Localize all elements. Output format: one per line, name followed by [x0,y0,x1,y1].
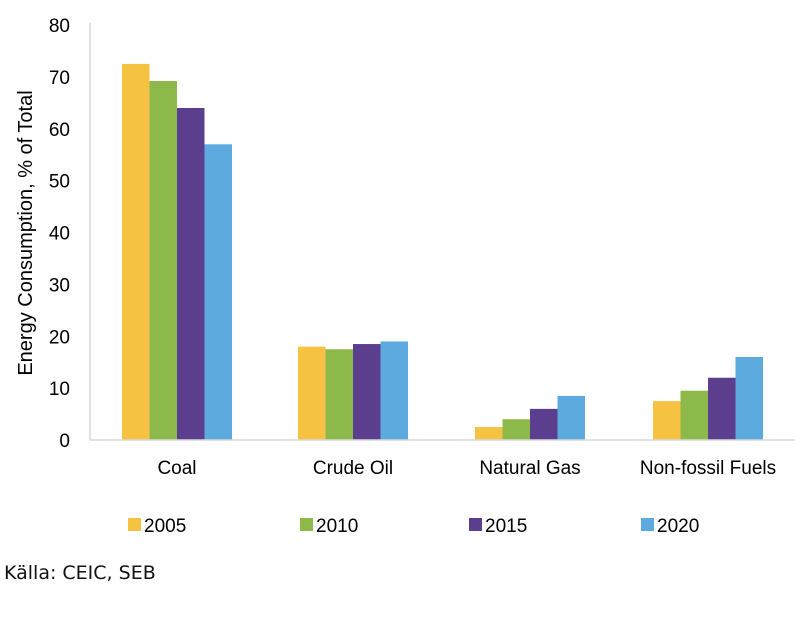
bar [380,341,408,440]
legend-label: 2010 [316,516,358,537]
legend-label: 2015 [485,516,527,537]
bar [177,108,205,440]
bar [353,344,381,440]
bar [653,401,681,440]
bars [122,63,763,441]
x-tick-label: Coal [157,458,196,479]
bar [680,390,708,440]
x-tick-label: Natural Gas [479,458,580,479]
legend-swatch [128,518,141,531]
legend: 2005 2010 2015 2020 [128,516,699,537]
bar [298,346,326,440]
y-tick-label: 20 [49,327,70,348]
x-tick-label: Crude Oil [313,458,393,479]
bar [502,419,530,440]
y-axis-label: Energy Consumption, % of Total [15,90,37,375]
legend-swatch [469,518,482,531]
y-tick-label: 10 [49,379,70,400]
y-tick-label: 0 [59,431,70,452]
legend-label: 2020 [657,516,699,537]
bar [122,63,150,440]
x-axis: Coal Crude Oil Natural Gas Non-fossil Fuels [89,23,795,479]
bar [204,144,232,440]
bar [708,377,736,440]
bar [475,427,503,440]
y-tick-label: 50 [49,172,70,193]
bar [530,408,558,440]
bar [557,395,585,440]
y-tick-label: 60 [49,120,70,141]
source-note: Källa: CEIC, SEB [4,562,156,584]
legend-label: 2005 [144,516,186,537]
y-tick-label: 70 [49,68,70,89]
chart: Energy Consumption, % of Total 0 10 20 30 40… [15,16,795,537]
x-tick-label: Non-fossil Fuels [640,458,776,479]
legend-swatch [641,518,654,531]
y-tick-label: 30 [49,275,70,296]
y-axis-ticks: 0 10 20 30 40 50 60 70 80 [49,16,70,452]
y-tick-label: 80 [49,16,70,37]
legend-swatch [300,518,313,531]
bar [735,357,763,440]
bar [149,81,177,441]
bar [325,349,353,440]
y-tick-label: 40 [49,224,70,245]
